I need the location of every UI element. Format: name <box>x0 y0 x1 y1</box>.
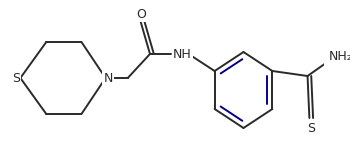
Text: S: S <box>307 122 315 135</box>
Text: NH: NH <box>173 47 192 60</box>
Text: S: S <box>12 71 20 84</box>
Text: N: N <box>104 71 113 84</box>
Text: O: O <box>136 7 146 20</box>
Text: NH₂: NH₂ <box>329 49 350 62</box>
